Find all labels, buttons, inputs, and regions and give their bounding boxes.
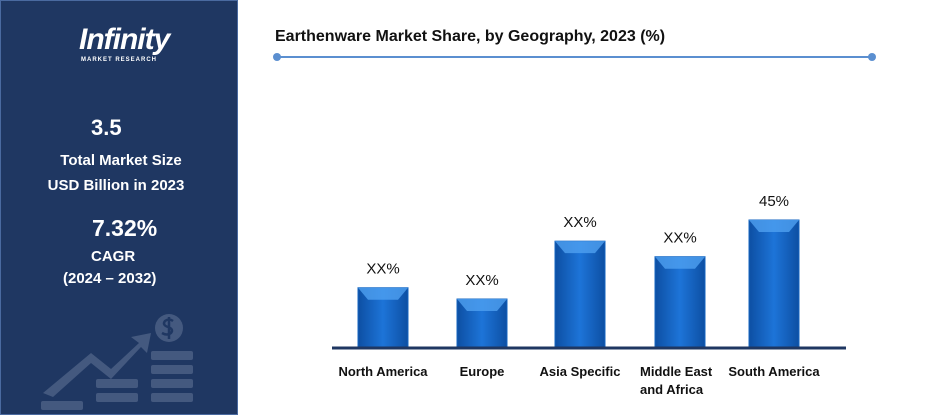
x-tick-label: Asia Specific: [539, 364, 621, 379]
bar: [654, 256, 706, 348]
bar-bevel: [749, 220, 799, 232]
value-label: XX%: [366, 261, 399, 278]
x-tick-label: Europe: [459, 364, 505, 379]
bar-bevel: [358, 287, 408, 300]
market-size: 3.5: [91, 115, 122, 140]
rule-dot: [273, 53, 281, 61]
x-tick-label: Middle East and Africa: [640, 364, 713, 397]
bar: [554, 240, 606, 348]
market-size-unit: USD Billion in 2023: [47, 177, 185, 194]
value-label: 45%: [759, 193, 789, 210]
value-label: XX%: [663, 230, 696, 247]
cagr-period: (2024 – 2032): [63, 270, 157, 287]
market-size-label: Total Market Size: [60, 152, 182, 169]
value-label: XX%: [465, 272, 498, 289]
value-label: XX%: [563, 214, 596, 231]
bar: [748, 219, 800, 348]
logo-subtitle: MARKET RESEARCH: [81, 57, 158, 63]
x-tick-label: North America: [338, 364, 428, 379]
cagr: 7.32%: [92, 215, 158, 241]
bar-bevel: [555, 241, 605, 254]
bar-bevel: [655, 256, 705, 269]
cagr-label: CAGR: [91, 248, 136, 265]
logo: Infinity: [79, 23, 170, 56]
bar-bevel: [457, 299, 507, 312]
chart-title: Earthenware Market Share, by Geography, …: [275, 28, 665, 45]
x-tick-label: South America: [728, 364, 820, 379]
rule-dot: [868, 53, 876, 61]
